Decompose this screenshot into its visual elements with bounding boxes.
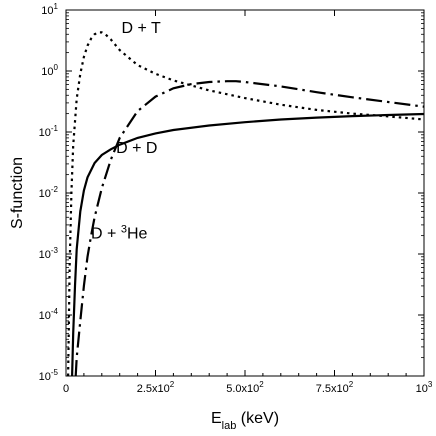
- y-tick-label: 101: [41, 2, 58, 17]
- x-axis-label: Elab (keV): [211, 410, 279, 432]
- axis-ticks: 0 2.5x102 5.0x102 7.5x102 103 10-5 10-4 10-3 10-…: [39, 2, 433, 395]
- y-tick-label: 10-3: [39, 246, 59, 261]
- plot-frame: [65, 9, 425, 377]
- x-axis-label-main: E: [211, 410, 222, 427]
- y-tick-label: 100: [41, 63, 58, 78]
- y-tick-label: 10-1: [39, 124, 59, 139]
- y-axis-label: S-function: [9, 157, 26, 229]
- x-tick-label: 103: [416, 380, 433, 395]
- series-line-2: [67, 31, 425, 377]
- x-tick-label: 7.5x102: [316, 380, 354, 395]
- series-label-3: D + 3He: [91, 223, 147, 242]
- x-tick-label: 2.5x102: [137, 380, 175, 395]
- y-tick-label: 10-5: [39, 368, 59, 383]
- x-axis-label-sub: lab: [222, 420, 237, 432]
- series-layer: [67, 31, 425, 377]
- series-line-3: [74, 80, 425, 377]
- x-tick-label: 0: [63, 383, 69, 395]
- series-labels: D + D D + T D + 3He: [91, 20, 161, 242]
- series-label-1: D + D: [116, 140, 157, 157]
- series-label-2: D + T: [121, 20, 160, 37]
- series-line-1: [71, 112, 425, 377]
- y-tick-label: 10-2: [39, 185, 59, 200]
- y-tick-label: 10-4: [39, 307, 59, 322]
- x-axis-label-rest: (keV): [236, 410, 279, 427]
- x-tick-label: 5.0x102: [226, 380, 264, 395]
